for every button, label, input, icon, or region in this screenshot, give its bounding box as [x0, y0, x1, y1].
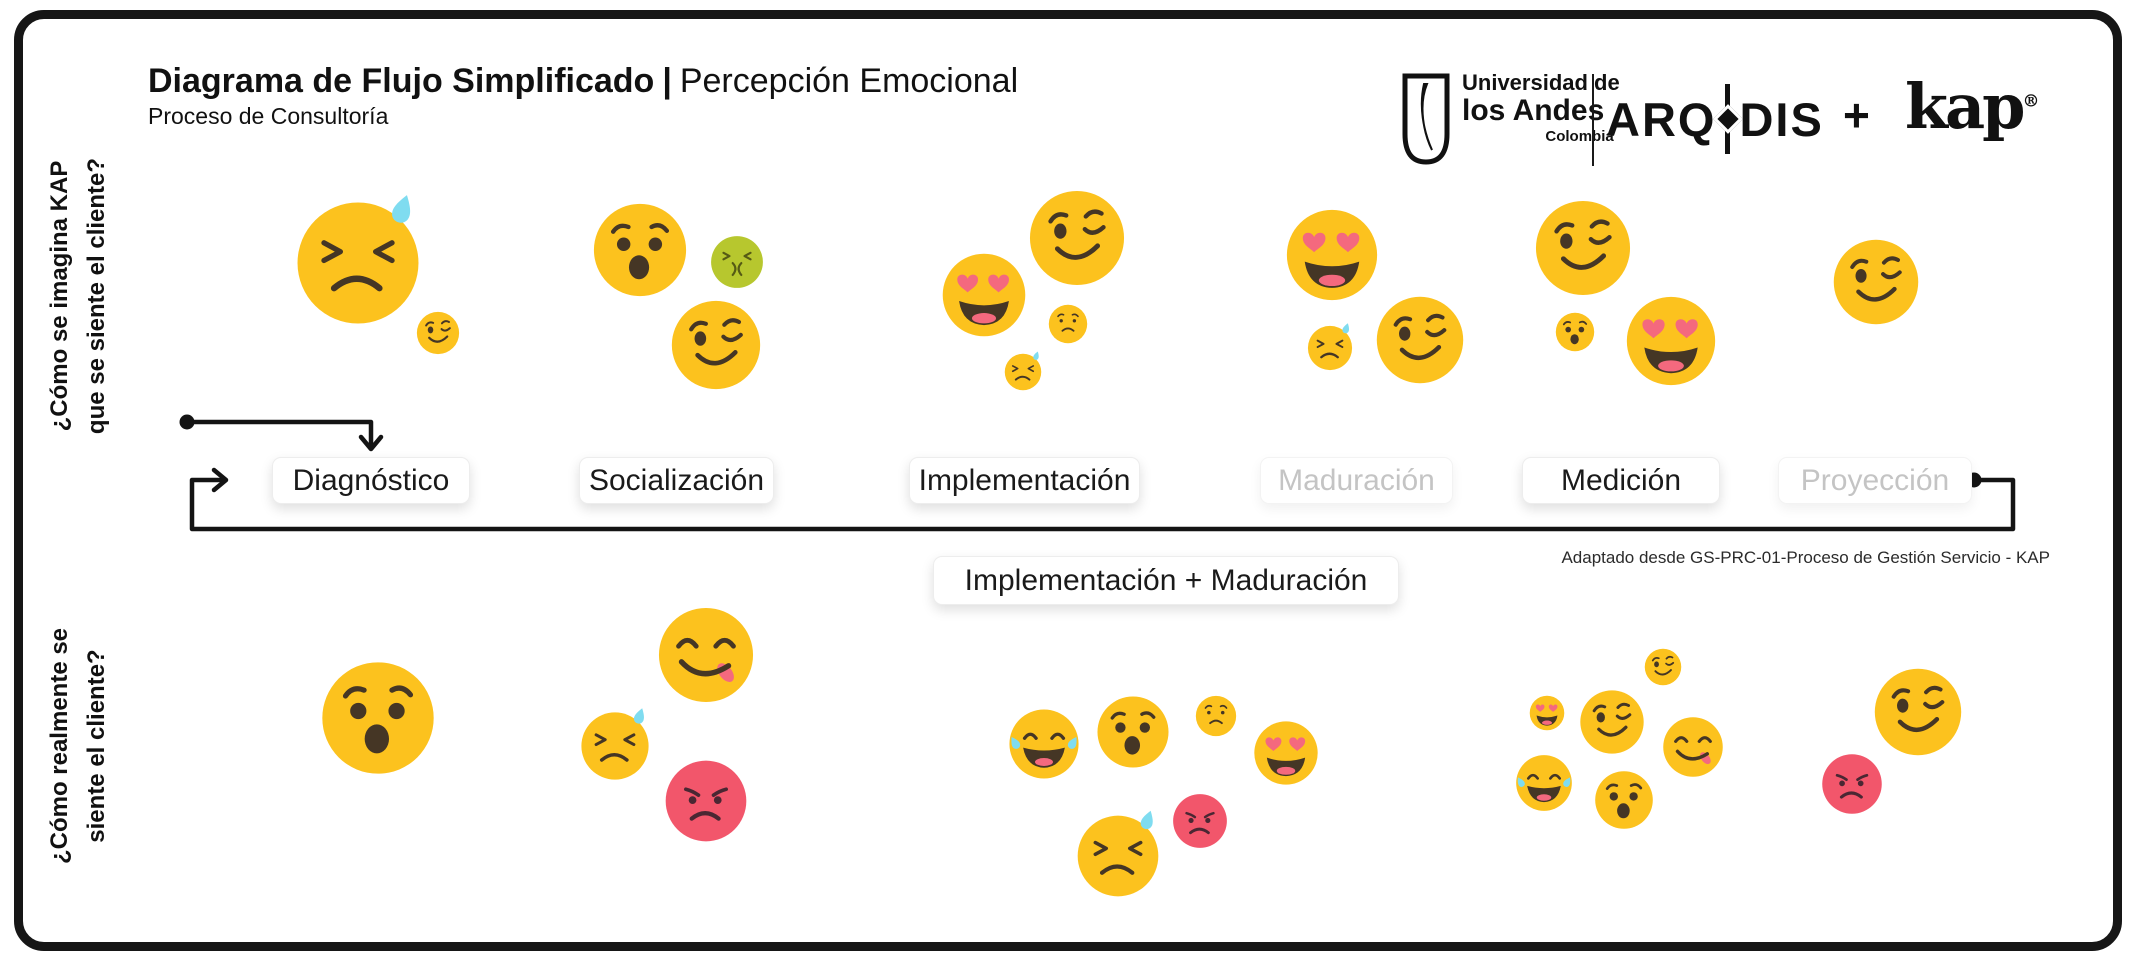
arqdis-left: ARQ — [1606, 92, 1717, 146]
emoji-wink-real-medicion — [1579, 689, 1645, 755]
emoji-wink-imagined-socializacion — [670, 299, 762, 391]
arqdis-logo: ARQ DIS — [1606, 84, 1824, 154]
emoji-sick-imagined-socializacion — [710, 235, 764, 289]
emoji-squint-sad-sweat-imagined-implementacion — [1004, 351, 1042, 391]
plus-sign: + — [1843, 89, 1870, 141]
emoji-wink-imagined-medicion — [1534, 199, 1632, 297]
uniandes-text: Universidad de los Andes Colombia — [1462, 70, 1620, 145]
emoji-worried-real-implementacion-maduracion — [1195, 695, 1237, 737]
emoji-wink-imagined-diagnostico — [416, 311, 460, 355]
emoji-surprised-real-diagnostico — [320, 660, 436, 776]
stage-box-implementacion-maduracion: Implementación + Maduración — [933, 556, 1399, 605]
stage-box-maduracion: Maduración — [1260, 457, 1453, 504]
emoji-wink-imagined-implementacion — [1028, 189, 1126, 287]
emoji-yum-real-socializacion — [657, 606, 755, 704]
emoji-surprised-real-medicion — [1594, 770, 1654, 830]
emoji-heart-eyes-imagined-maduracion — [1285, 208, 1379, 302]
emoji-wink-imagined-maduracion — [1375, 295, 1465, 385]
emoji-laugh-tears-real-implementacion-maduracion — [1008, 708, 1080, 780]
emoji-squint-sad-sweat-real-socializacion — [580, 708, 650, 781]
uniandes-line2: los Andes — [1462, 94, 1605, 127]
uniandes-line1: Universidad de — [1462, 70, 1620, 95]
emoji-yum-real-medicion — [1662, 716, 1724, 778]
emoji-surprised-imagined-medicion — [1555, 312, 1595, 352]
page-title: Diagrama de Flujo Simplificado | Percepció… — [148, 62, 1018, 101]
emoji-laugh-tears-real-medicion — [1515, 754, 1573, 812]
arqdis-bar-diamond-icon — [1725, 84, 1731, 154]
row-label-imagined-line1: ¿Cómo se imagina KAP — [45, 160, 73, 432]
row-label-imagined-line2: que se siente el cliente? — [83, 157, 110, 435]
row-label-real-line1: ¿Cómo realmente se — [45, 627, 73, 865]
emoji-angry-real-socializacion — [664, 759, 748, 843]
emoji-worried-imagined-implementacion — [1048, 304, 1088, 344]
emoji-heart-eyes-imagined-medicion — [1625, 295, 1717, 387]
kap-text: kap — [1905, 70, 2025, 143]
arqdis-right: DIS — [1739, 92, 1824, 146]
title-separator: | — [662, 62, 672, 100]
stage-box-diagnostico: Diagnóstico — [272, 457, 470, 504]
emoji-heart-eyes-imagined-implementacion — [941, 252, 1027, 338]
row-label-imagined: ¿Cómo se imagina KAP que se siente el cl… — [40, 106, 116, 486]
emoji-squint-sad-sweat-real-implementacion-maduracion — [1076, 810, 1160, 898]
page-subtitle: Proceso de Consultoría — [148, 103, 389, 129]
emoji-wink-real-medicion — [1644, 648, 1682, 686]
title-bold: Diagrama de Flujo Simplificado — [148, 62, 655, 100]
uniandes-line3: Colombia — [1545, 128, 1614, 145]
title-light: Percepción Emocional — [679, 62, 1019, 100]
emoji-angry-real-proyeccion — [1821, 753, 1883, 815]
emoji-surprised-real-implementacion-maduracion — [1096, 695, 1170, 769]
stage-box-medicion: Medición — [1522, 457, 1720, 504]
kap-logo: kap® — [1905, 70, 2039, 143]
stage-box-implementacion: Implementación — [909, 457, 1140, 504]
logo-divider — [1592, 74, 1594, 166]
emoji-squint-sad-sweat-imagined-maduracion — [1307, 323, 1353, 371]
emoji-angry-real-implementacion-maduracion — [1172, 793, 1228, 849]
uniandes-logo: Universidad de los Andes Colombia — [1400, 72, 1620, 166]
row-label-real: ¿Cómo realmente se siente el cliente? — [40, 556, 116, 936]
row-label-real-line2: siente el cliente? — [83, 649, 110, 843]
stage-box-proyeccion: Proyección — [1778, 457, 1972, 504]
footnote-source: Adaptado desde GS-PRC-01-Proceso de Gest… — [1561, 548, 2050, 567]
emoji-surprised-imagined-socializacion — [592, 202, 688, 298]
emoji-heart-eyes-real-implementacion-maduracion — [1253, 720, 1319, 786]
stage-box-socializacion: Socialización — [579, 457, 774, 504]
uniandes-shield-icon — [1402, 73, 1450, 165]
emoji-heart-eyes-real-medicion — [1529, 695, 1565, 731]
emoji-wink-imagined-proyeccion — [1832, 238, 1920, 326]
emoji-wink-real-proyeccion — [1873, 667, 1963, 757]
registered-mark: ® — [2022, 91, 2040, 112]
emoji-squint-sad-sweat-imagined-diagnostico — [295, 195, 421, 326]
